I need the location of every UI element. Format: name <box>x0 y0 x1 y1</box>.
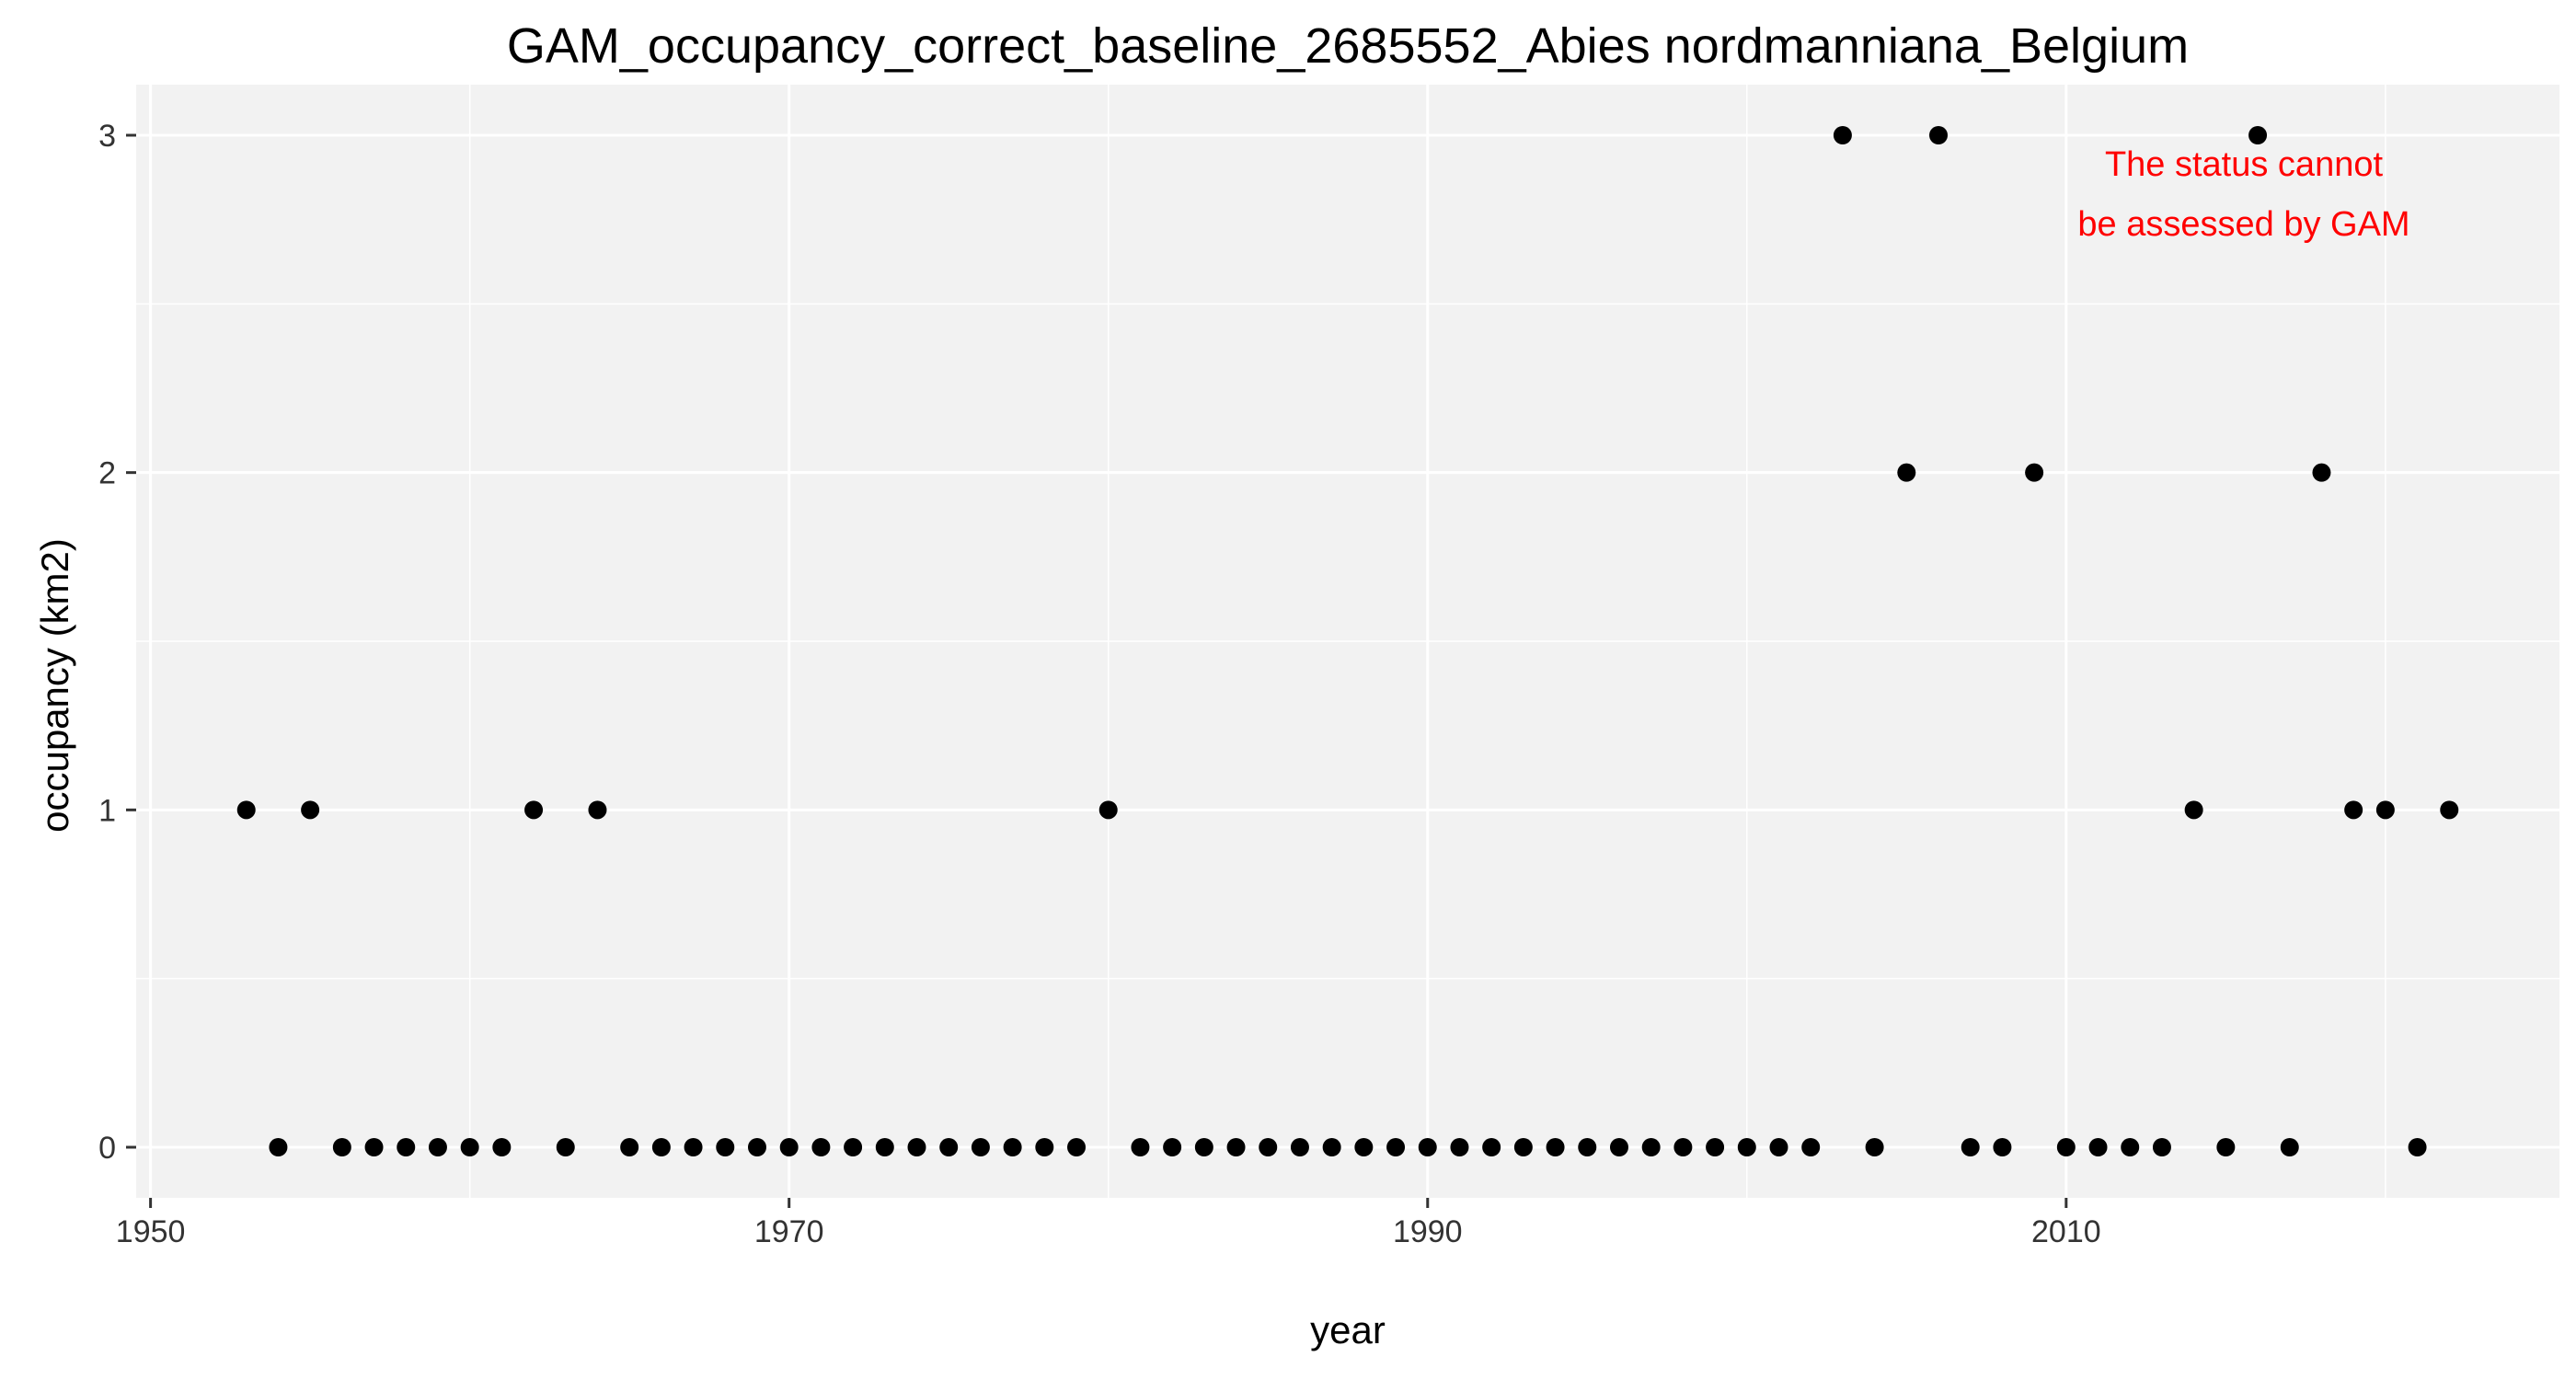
data-point <box>1673 1138 1693 1156</box>
data-point <box>779 1138 799 1156</box>
data-point <box>1993 1138 2012 1156</box>
data-point <box>2344 800 2363 820</box>
data-point <box>2375 800 2395 820</box>
data-point <box>1354 1138 1374 1156</box>
data-point <box>1737 1138 1756 1156</box>
data-point <box>1163 1138 1182 1156</box>
data-point <box>1131 1138 1150 1156</box>
data-point <box>2440 800 2459 820</box>
data-point <box>397 1138 416 1156</box>
x-tick-label: 1950 <box>116 1214 186 1249</box>
data-point <box>907 1138 926 1156</box>
data-point <box>1833 126 1852 144</box>
data-point <box>716 1138 735 1156</box>
data-point <box>620 1138 639 1156</box>
data-point <box>2025 463 2044 482</box>
data-point <box>428 1138 447 1156</box>
y-tick-label: 0 <box>98 1131 116 1166</box>
data-point <box>2408 1138 2427 1156</box>
x-axis-title: year <box>1310 1308 1386 1351</box>
data-point <box>1897 463 1916 482</box>
axes: 1950 1970 1990 2010 0 1 2 3 <box>98 119 2101 1249</box>
data-point <box>301 800 320 820</box>
data-point <box>1003 1138 1022 1156</box>
data-point <box>1322 1138 1341 1156</box>
data-point <box>1769 1138 1788 1156</box>
data-point <box>1386 1138 1406 1156</box>
y-tick-label: 2 <box>98 456 116 491</box>
data-point <box>1482 1138 1501 1156</box>
y-axis-title: occupancy (km2) <box>33 538 76 833</box>
data-point <box>1259 1138 1278 1156</box>
data-point <box>524 800 544 820</box>
data-point <box>1546 1138 1565 1156</box>
annotation-line-1: The status cannot <box>2105 145 2384 184</box>
data-point <box>1865 1138 1884 1156</box>
y-tick-label: 3 <box>98 119 116 154</box>
grid-lines <box>136 85 2559 1198</box>
data-point <box>2280 1138 2299 1156</box>
data-point <box>556 1138 575 1156</box>
data-point <box>1609 1138 1628 1156</box>
data-point <box>844 1138 863 1156</box>
data-point <box>2152 1138 2171 1156</box>
data-point <box>1641 1138 1661 1156</box>
data-point <box>2248 126 2268 144</box>
data-point <box>1801 1138 1821 1156</box>
data-point <box>2312 463 2331 482</box>
data-point <box>1450 1138 1469 1156</box>
x-tick-label: 1990 <box>1393 1214 1463 1249</box>
data-points <box>236 126 2459 1156</box>
data-point <box>1929 126 1949 144</box>
annotation-line-2: be assessed by GAM <box>2077 205 2409 244</box>
x-tick-label: 2010 <box>2031 1214 2101 1249</box>
x-tick-label: 1970 <box>754 1214 824 1249</box>
data-point <box>875 1138 894 1156</box>
y-tick-label: 1 <box>98 793 116 828</box>
chart-title: GAM_occupancy_correct_baseline_2685552_A… <box>507 18 2189 74</box>
data-point <box>811 1138 831 1156</box>
data-point <box>1418 1138 1437 1156</box>
data-point <box>1578 1138 1597 1156</box>
data-point <box>1226 1138 1246 1156</box>
data-point <box>492 1138 512 1156</box>
data-point <box>332 1138 351 1156</box>
data-point <box>2216 1138 2236 1156</box>
data-point <box>2056 1138 2076 1156</box>
data-point <box>2184 800 2203 820</box>
data-point <box>939 1138 959 1156</box>
data-point <box>747 1138 766 1156</box>
status-annotation: The status cannot be assessed by GAM <box>2077 145 2409 244</box>
data-point <box>269 1138 288 1156</box>
data-point <box>1706 1138 1725 1156</box>
data-point <box>1290 1138 1309 1156</box>
data-point <box>588 800 607 820</box>
data-point <box>2088 1138 2108 1156</box>
data-point <box>1194 1138 1213 1156</box>
data-point <box>2121 1138 2140 1156</box>
data-point <box>236 800 256 820</box>
data-point <box>1035 1138 1054 1156</box>
data-point <box>1067 1138 1087 1156</box>
data-point <box>651 1138 671 1156</box>
data-point <box>1513 1138 1533 1156</box>
data-point <box>1961 1138 1980 1156</box>
data-point <box>364 1138 384 1156</box>
data-point <box>971 1138 990 1156</box>
data-point <box>460 1138 479 1156</box>
data-point <box>1098 800 1118 820</box>
data-point <box>684 1138 703 1156</box>
